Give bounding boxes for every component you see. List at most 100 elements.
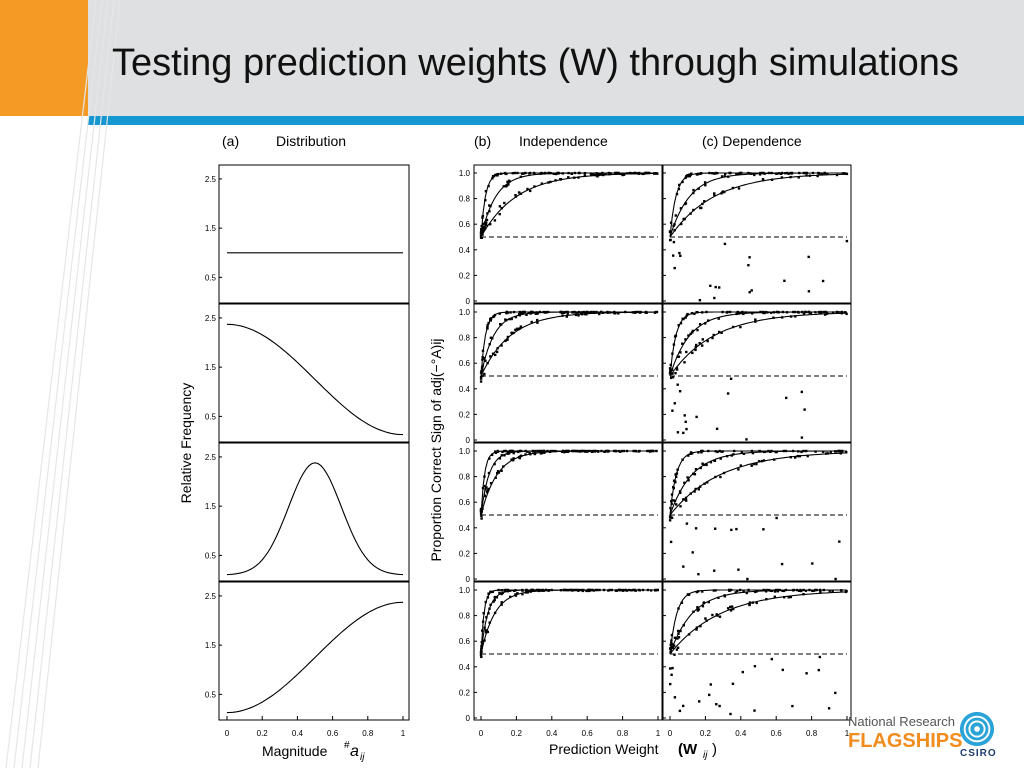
panel-b-point [634,589,637,592]
panel-b-point [490,590,493,594]
panel-c-point [712,589,715,592]
panel-b-point [510,458,513,461]
panel-c-point [679,491,682,494]
panel-c-point [671,372,674,375]
panel-c-point [786,171,789,175]
csiro-emblem-icon [959,711,995,747]
panel-c-point [669,650,672,654]
panel-b-point [525,313,528,316]
panel-c-point [699,206,702,210]
panel-c-point [684,176,687,180]
panel-a-ytick-label: 1.5 [205,502,217,511]
panel-b-point [479,234,483,237]
panel-c-point [712,333,715,337]
panel-b-point [491,352,495,355]
panel-b-point [483,494,487,498]
panel-c-point [692,188,695,192]
panel-b-point [624,310,627,314]
panel-b-point [521,172,524,175]
panel-c-point [691,329,695,333]
panel-a-frame [218,442,410,582]
panel-c-point [803,408,806,411]
panel-a-ytick-label: 2.5 [205,453,217,462]
panel-c-point [669,647,672,650]
panel-c-point [727,607,730,610]
panel-c-point [673,696,677,699]
panel-c-point [675,503,678,506]
panel-b-point [583,312,587,316]
panel-b-point [641,588,645,592]
panel-b-point [480,227,483,231]
panel-b-point [497,588,500,592]
panel-c-point [684,316,687,319]
panel-c-point [789,595,792,599]
panel-b-point [562,588,566,592]
panel-b-point [598,312,601,316]
panel-b-point [512,331,515,335]
axis-ticks: 0.5 1.5 2.5 0.5 1.5 2.5 0.5 1.5 2.5 0.5 1.5 2.5 0 0.2… [205,169,850,738]
panel-c-point [782,589,786,593]
panel-c-point [682,431,685,435]
panel-b-point [530,311,533,314]
panel-c-point [671,409,674,412]
panel-c-point [695,415,698,419]
panel-c-point [814,450,817,453]
panel-b-ytick-label: 0.2 [459,410,471,419]
panel-b-point [488,607,491,610]
panel-b-point [540,182,544,185]
panel-c-point [711,613,714,617]
panel-b-point [628,588,631,592]
panel-a-ytick-label: 1.5 [205,363,217,372]
panel-b-ytick-label: 1.0 [459,169,471,178]
panel-b-frame [473,303,663,443]
panel-b-ytick-label: 0.6 [459,637,471,646]
panel-c-point [714,589,717,592]
panel-c-point [694,487,697,491]
panel-b-point [489,482,493,485]
panel-c-point [695,628,698,631]
panel-c-point [775,310,779,314]
panel-b-point [510,449,513,453]
panel-c-point [730,454,733,457]
panel-b-point [554,449,557,453]
panel-b-point [583,311,587,314]
panel-c-point [805,449,808,453]
panel-c-point [828,589,831,592]
panel-b-point [560,310,563,314]
panel-b-point [514,589,517,592]
panel-c-point [834,577,837,581]
panel-c-point [684,420,687,423]
panel-c-point [682,498,685,501]
panel-b-ytick-label: 0.2 [459,549,471,558]
panel-c-point [776,590,779,593]
panel-c-point [763,311,766,315]
panel-b-point [629,171,632,175]
panel-c-point [826,172,829,175]
panel-c-point [811,562,814,565]
panel-b-point [635,172,639,175]
panel-b-point [503,449,506,453]
panel-c-frame [662,164,852,304]
panel-b-point [631,311,634,314]
panel-c-point [770,171,773,175]
panel-b-point [481,228,485,231]
panel-b-ytick-label: 1.0 [459,447,471,456]
panel-b-point [503,171,506,175]
panel-c-point [678,183,681,187]
panel-b-point [598,588,601,592]
panel-b-point [577,588,580,592]
panel-b-point [576,450,579,453]
panel-c-point [700,451,703,454]
panel-b-point [607,589,610,592]
panel-c-point [820,310,823,314]
panel-c-point [691,351,694,355]
panel-c-point [802,312,806,316]
panel-c-point [785,311,789,314]
panel-c-point [670,376,673,380]
panel-b-point [480,514,483,518]
panel-b-point [483,225,486,229]
panel-c-point [772,316,775,319]
panel-c-point [691,551,694,554]
panel-b-frame [473,164,663,304]
panel-b-point [498,312,501,315]
